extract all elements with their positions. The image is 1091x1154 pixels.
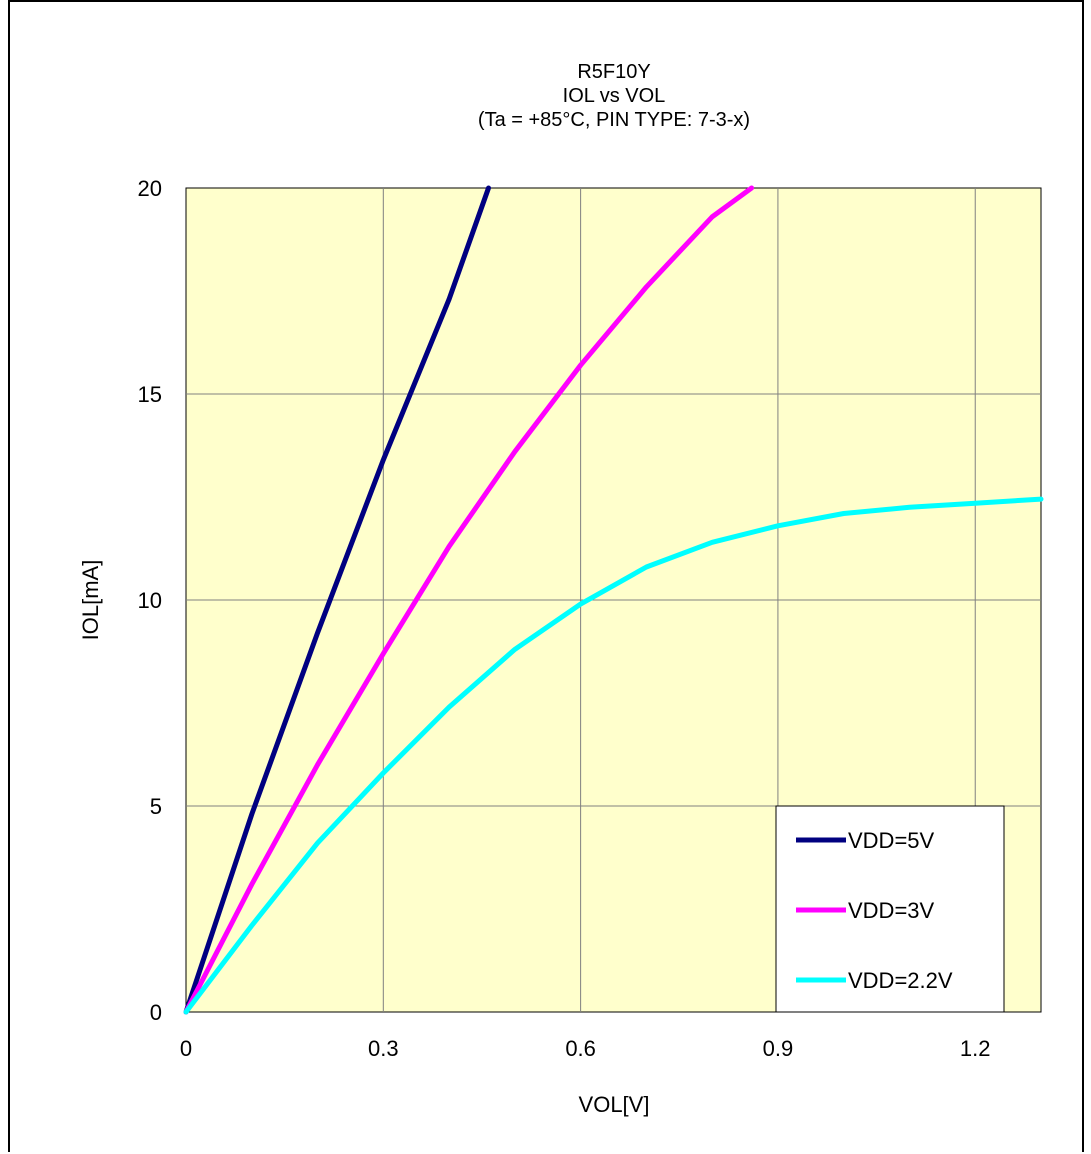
series-layer xyxy=(183,185,1044,1015)
series-line-2 xyxy=(183,185,755,1015)
x-tick-labels: 0 0.3 0.6 0.9 1.2 xyxy=(180,1036,991,1061)
series-line-3 xyxy=(183,496,1044,1015)
y-tick-label: 0 xyxy=(150,1000,162,1025)
x-tick-label: 0.9 xyxy=(763,1036,794,1061)
legend: VDD=5V VDD=3V VDD=2.2V xyxy=(775,805,1005,1013)
y-tick-label: 10 xyxy=(138,588,162,613)
y-tick-label: 15 xyxy=(138,382,162,407)
legend-label: VDD=5V xyxy=(848,828,935,853)
x-axis-label: VOL[V] xyxy=(579,1092,650,1117)
x-tick-label: 0.3 xyxy=(368,1036,399,1061)
x-tick-label: 0.6 xyxy=(565,1036,596,1061)
y-tick-label: 20 xyxy=(138,176,162,201)
y-axis-label: IOL[mA] xyxy=(78,560,103,641)
chart-title-line-1: R5F10Y xyxy=(577,61,650,83)
chart-title-line-2: IOL vs VOL xyxy=(563,85,666,107)
series-line-1 xyxy=(183,185,491,1015)
legend-label: VDD=3V xyxy=(848,898,935,923)
x-tick-label: 0 xyxy=(180,1036,192,1061)
chart-frame xyxy=(8,0,1084,1152)
y-tick-label: 5 xyxy=(150,794,162,819)
x-tick-label: 1.2 xyxy=(960,1036,991,1061)
y-tick-labels: 0 5 10 15 20 xyxy=(138,176,162,1025)
chart-title-line-3: (Ta = +85°C, PIN TYPE: 7-3-x) xyxy=(478,109,750,131)
legend-label: VDD=2.2V xyxy=(848,968,953,993)
